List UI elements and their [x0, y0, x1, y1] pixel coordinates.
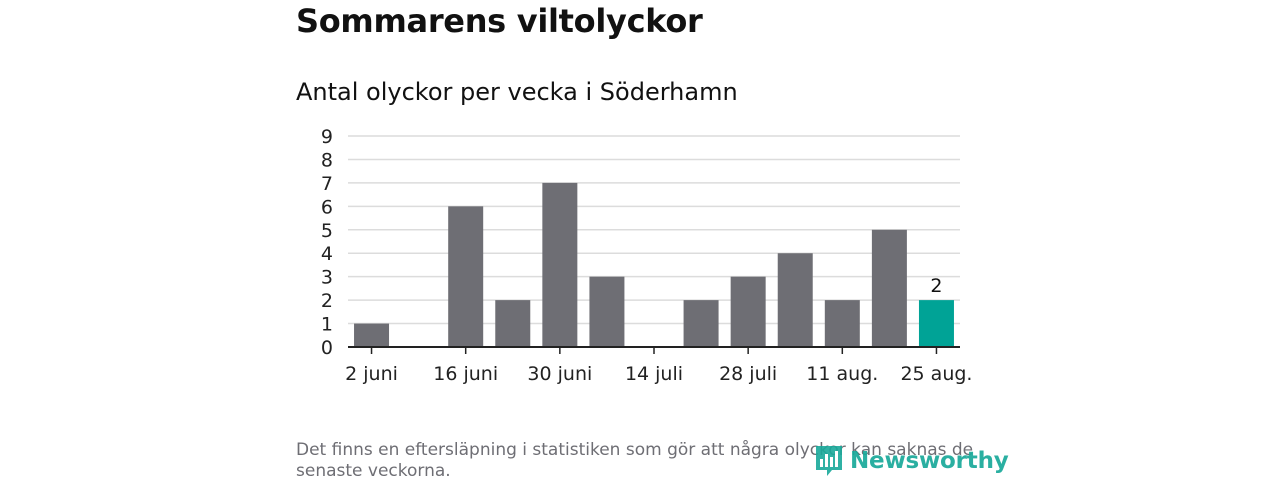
x-tick-label: 28 juli	[719, 363, 777, 385]
x-tick-label: 16 juni	[433, 363, 498, 385]
footnote: Det finns en eftersläpning i statistiken…	[296, 440, 974, 481]
bar	[918, 300, 954, 347]
x-tick-label: 25 aug.	[900, 363, 972, 385]
bar	[730, 276, 766, 347]
bar	[824, 300, 860, 347]
y-tick-label: 5	[321, 220, 333, 242]
chart-title: Sommarens viltolyckor	[296, 2, 703, 40]
newsworthy-logo: Newsworthy	[814, 444, 1009, 478]
y-tick-label: 6	[321, 196, 333, 218]
y-tick-label: 4	[321, 243, 333, 265]
y-tick-label: 3	[321, 267, 333, 289]
bar	[448, 206, 484, 347]
bar	[777, 253, 813, 347]
bar	[495, 300, 531, 347]
x-tick-label: 30 juni	[527, 363, 592, 385]
x-tick-label: 2 juni	[345, 363, 398, 385]
data-labels: 2	[930, 275, 942, 297]
bar	[589, 276, 625, 347]
chart-subtitle: Antal olyckor per vecka i Söderhamn	[296, 78, 738, 106]
bar	[542, 182, 578, 347]
x-axis-ticks: 2 juni 16 juni 30 juni 14 juli 28 juli 11 aug…	[345, 347, 972, 385]
y-tick-label: 8	[321, 149, 333, 171]
newsworthy-logo-icon	[816, 446, 842, 476]
y-tick-label: 1	[321, 314, 333, 336]
x-tick-label: 14 juli	[625, 363, 683, 385]
y-tick-label: 9	[321, 126, 333, 148]
y-tick-label: 2	[321, 290, 333, 312]
bars	[354, 182, 954, 347]
bar	[354, 323, 390, 347]
brand-name: Newsworthy	[850, 448, 1009, 474]
highlight-value-label: 2	[930, 275, 942, 297]
bar	[871, 229, 907, 347]
x-tick-label: 11 aug.	[806, 363, 878, 385]
bar	[683, 300, 719, 347]
grid-lines	[348, 135, 960, 325]
y-tick-label: 0	[321, 337, 333, 359]
y-tick-label: 7	[321, 173, 333, 195]
